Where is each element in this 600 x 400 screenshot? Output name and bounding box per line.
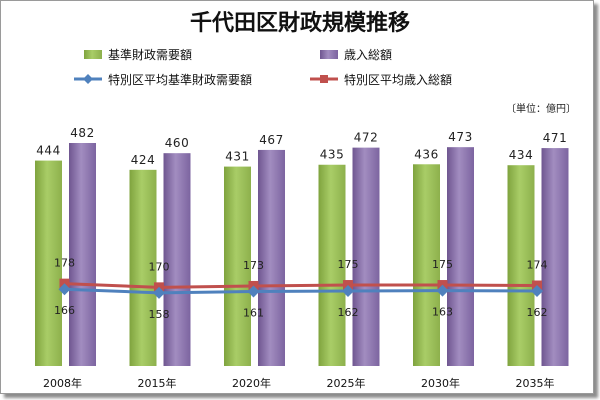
x-tick-label-3: 2025年 bbox=[327, 376, 366, 390]
point-label-series-3-3: 175 bbox=[338, 258, 359, 271]
bar-series-1-1 bbox=[163, 153, 191, 366]
point-label-series-3-1: 170 bbox=[149, 260, 170, 273]
bar-label-series-1-4: 473 bbox=[448, 130, 472, 144]
bar-group: 444 482 424 460 431 467 435 472 436 473 434 471 bbox=[35, 126, 569, 366]
point-series-2-5 bbox=[531, 285, 543, 298]
bar-series-0-2 bbox=[224, 166, 251, 366]
legend-label-series-1: 歳入総額 bbox=[344, 48, 392, 62]
point-series-2-2 bbox=[247, 285, 260, 298]
point-label-series-2-5: 162 bbox=[527, 306, 548, 319]
bar-label-series-0-5: 434 bbox=[509, 148, 533, 162]
legend-label-series-0: 基準財政需要額 bbox=[108, 47, 192, 62]
line-group: 178 170 173 175 175 174 166 158 161 162 163 162 bbox=[54, 257, 548, 321]
chart-frame bbox=[0, 0, 594, 394]
point-series-2-0 bbox=[58, 283, 71, 296]
bar-series-0-0 bbox=[35, 160, 62, 366]
point-label-series-3-2: 173 bbox=[243, 259, 264, 272]
bar-label-series-0-4: 436 bbox=[414, 147, 438, 161]
bar-series-1-0 bbox=[69, 143, 96, 366]
bar-series-1-4 bbox=[447, 147, 474, 366]
point-label-series-3-4: 175 bbox=[432, 258, 453, 271]
bar-series-0-4 bbox=[413, 164, 440, 366]
legend-swatch-series-0 bbox=[84, 50, 102, 59]
x-tick-label-2: 2020年 bbox=[232, 376, 271, 390]
bar-label-series-0-0: 444 bbox=[36, 144, 60, 158]
legend-marker-series-3 bbox=[320, 75, 328, 83]
bar-label-series-1-1: 460 bbox=[165, 136, 189, 150]
point-series-2-1 bbox=[153, 286, 165, 299]
legend: 基準財政需要額 歳入総額 特別区平均基準財政需要額 特別区平均歳入総額 bbox=[74, 47, 452, 87]
bar-label-series-0-2: 431 bbox=[225, 150, 249, 164]
point-label-series-3-5: 174 bbox=[527, 258, 548, 271]
x-tick-label-1: 2015年 bbox=[138, 376, 177, 390]
point-label-series-2-1: 158 bbox=[149, 308, 170, 321]
bar-series-0-5 bbox=[507, 165, 535, 366]
line-series-2 bbox=[64, 287, 538, 295]
line-series-3 bbox=[64, 282, 538, 289]
bar-label-series-1-0: 482 bbox=[70, 126, 94, 140]
bar-label-series-1-2: 467 bbox=[259, 133, 283, 147]
chart-title: 千代田区財政規模推移 bbox=[190, 10, 410, 36]
bar-label-series-0-1: 424 bbox=[131, 153, 155, 167]
bar-series-1-5 bbox=[541, 148, 569, 366]
x-axis-ticks: 2008年 2015年 2020年 2025年 2030年 2035年 bbox=[43, 376, 555, 390]
bar-series-1-3 bbox=[352, 147, 380, 366]
legend-marker-series-2 bbox=[83, 74, 93, 84]
point-label-series-2-4: 163 bbox=[432, 306, 453, 319]
bar-series-1-2 bbox=[258, 149, 285, 366]
bar-label-series-1-3: 472 bbox=[354, 131, 378, 145]
unit-note: 〔単位：億円〕 bbox=[506, 102, 576, 115]
bar-label-series-0-3: 435 bbox=[320, 148, 344, 162]
x-tick-label-5: 2035年 bbox=[516, 376, 555, 390]
bar-series-0-3 bbox=[318, 164, 346, 366]
legend-label-series-3: 特別区平均歳入総額 bbox=[344, 72, 452, 87]
point-label-series-2-2: 161 bbox=[243, 307, 264, 320]
point-label-series-2-0: 166 bbox=[54, 304, 75, 317]
legend-swatch-series-1 bbox=[320, 50, 338, 59]
legend-label-series-2: 特別区平均基準財政需要額 bbox=[108, 72, 252, 87]
point-series-2-3 bbox=[342, 285, 354, 298]
bar-label-series-1-5: 471 bbox=[543, 131, 567, 145]
point-label-series-3-0: 178 bbox=[54, 257, 75, 270]
x-tick-label-4: 2030年 bbox=[421, 376, 460, 390]
point-label-series-2-3: 162 bbox=[338, 306, 359, 319]
point-series-3-3 bbox=[343, 280, 353, 291]
x-tick-label-0: 2008年 bbox=[43, 376, 82, 390]
bar-series-0-1 bbox=[129, 169, 157, 366]
point-series-2-4 bbox=[436, 284, 449, 297]
